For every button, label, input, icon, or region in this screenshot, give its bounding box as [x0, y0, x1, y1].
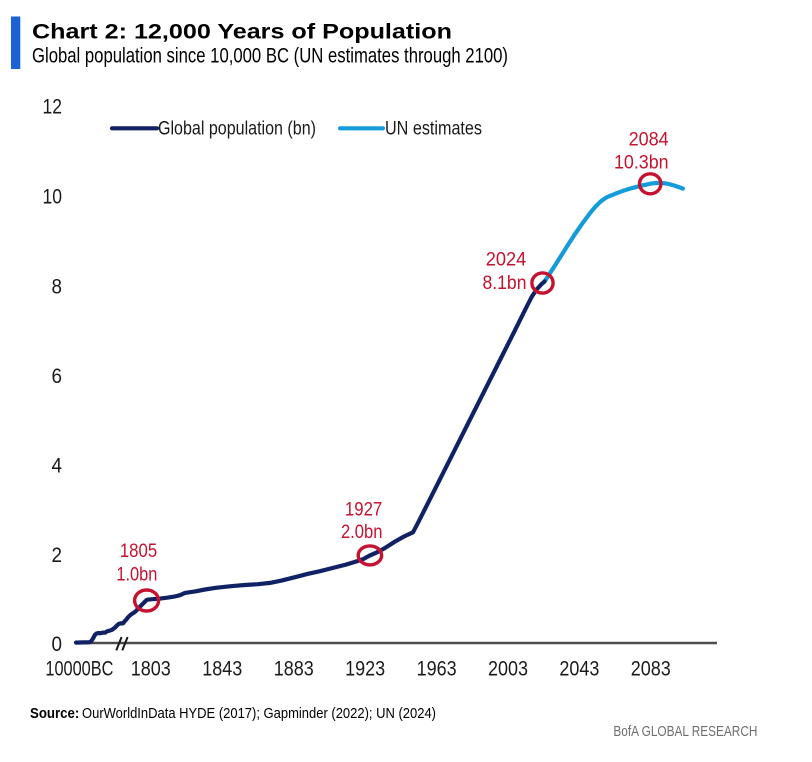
svg-text:OurWorldInData HYDE (2017); Ga: OurWorldInData HYDE (2017); Gapminder (2…	[82, 705, 436, 722]
svg-text:1803: 1803	[131, 658, 171, 681]
svg-text:2024: 2024	[486, 249, 527, 271]
svg-text:12: 12	[43, 96, 63, 119]
svg-text:1883: 1883	[274, 658, 314, 681]
svg-text:2003: 2003	[488, 658, 528, 681]
svg-text:0: 0	[52, 633, 63, 656]
svg-text:10000BC: 10000BC	[45, 658, 113, 681]
svg-text:Global population (bn): Global population (bn)	[158, 119, 316, 140]
svg-text:2043: 2043	[559, 658, 599, 681]
svg-text:4: 4	[52, 454, 63, 477]
svg-text:Global population since 10,000: Global population since 10,000 BC (UN es…	[32, 45, 508, 68]
svg-text:10: 10	[43, 185, 63, 208]
svg-text:1927: 1927	[345, 498, 382, 520]
svg-text:8.1bn: 8.1bn	[483, 272, 527, 294]
svg-text:UN estimates: UN estimates	[385, 119, 482, 140]
svg-text:1963: 1963	[417, 658, 457, 681]
svg-text:10.3bn: 10.3bn	[614, 152, 669, 174]
svg-text:8: 8	[52, 276, 63, 299]
svg-text:1.0bn: 1.0bn	[116, 563, 157, 585]
svg-text:2083: 2083	[631, 658, 671, 681]
svg-text:2: 2	[52, 544, 63, 567]
svg-text:BofA GLOBAL RESEARCH: BofA GLOBAL RESEARCH	[613, 723, 757, 740]
svg-text:Source:: Source:	[30, 705, 79, 722]
svg-text:6: 6	[52, 365, 63, 388]
svg-text:Chart 2: 12,000 Years of Popul: Chart 2: 12,000 Years of Population	[32, 19, 452, 43]
svg-text:1843: 1843	[202, 658, 242, 681]
svg-text:2084: 2084	[629, 129, 669, 151]
svg-text:2.0bn: 2.0bn	[341, 521, 383, 543]
svg-text:1805: 1805	[120, 540, 157, 562]
svg-text:1923: 1923	[345, 658, 385, 681]
